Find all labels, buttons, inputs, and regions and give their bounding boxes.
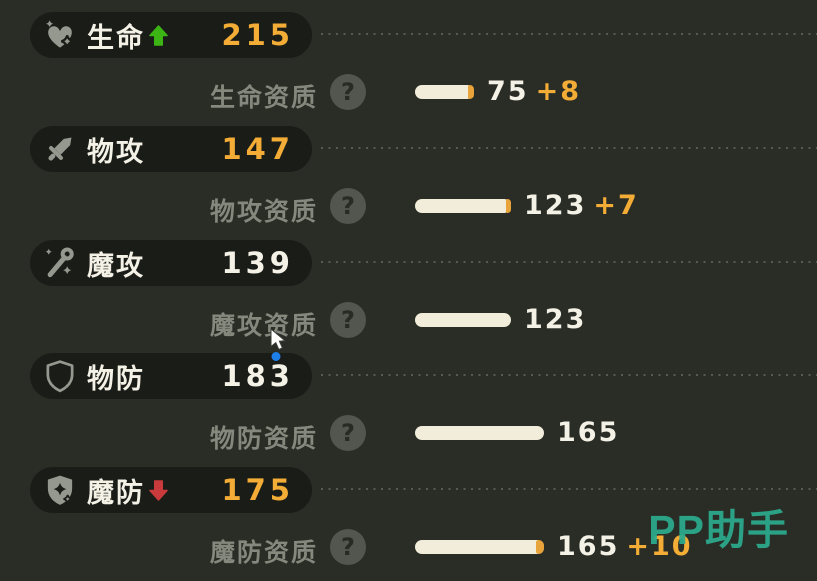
sword-icon bbox=[42, 131, 78, 167]
aptitude-label: 魔防资质 bbox=[209, 539, 318, 567]
dotted-separator bbox=[321, 261, 817, 263]
aptitude-row: 生命资质 ? 75 +8 bbox=[0, 74, 817, 112]
aptitude-bar-bonus-tip bbox=[468, 85, 474, 99]
help-icon[interactable]: ? bbox=[330, 529, 366, 565]
stat-group-2: 物攻 147 物攻资质 ? 123 +7 bbox=[0, 126, 817, 240]
aptitude-label: 魔攻资质 bbox=[209, 312, 318, 340]
aptitude-bonus-number: +10 bbox=[626, 531, 693, 562]
stat-value: 183 bbox=[221, 359, 294, 393]
stat-label: 物防 bbox=[87, 363, 145, 394]
aptitude-bar-bonus-tip bbox=[536, 540, 544, 554]
stat-value: 215 bbox=[221, 18, 294, 52]
aptitude-row: 物攻资质 ? 123 +7 bbox=[0, 188, 817, 226]
aptitude-label: 物攻资质 bbox=[209, 198, 318, 226]
aptitude-value-number: 165 bbox=[557, 531, 620, 562]
mouse-cursor bbox=[266, 327, 290, 362]
dotted-separator bbox=[321, 147, 817, 149]
aptitude-value: 165 bbox=[557, 415, 626, 451]
stat-label: 物攻 bbox=[87, 136, 145, 167]
aptitude-value-number: 123 bbox=[524, 190, 587, 221]
stat-group-1: 生命 215 生命资质 ? 75 +8 bbox=[0, 12, 817, 126]
aptitude-row: 魔防资质 ? 165 +10 bbox=[0, 529, 817, 567]
dotted-separator bbox=[321, 33, 817, 35]
stat-group-4: 物防 183 物防资质 ? 165 bbox=[0, 353, 817, 467]
stat-group-3: 魔攻 139 魔攻资质 ? 123 bbox=[0, 240, 817, 354]
aptitude-label: 生命资质 bbox=[209, 84, 318, 112]
heart-sparkle-icon bbox=[42, 17, 78, 53]
help-icon[interactable]: ? bbox=[330, 302, 366, 338]
dotted-separator bbox=[321, 488, 817, 490]
stat-pill: 生命 215 bbox=[30, 12, 312, 58]
stat-value: 175 bbox=[221, 473, 294, 507]
help-icon[interactable]: ? bbox=[330, 74, 366, 110]
shield-outline-icon bbox=[42, 358, 78, 394]
aptitude-bonus-number: +8 bbox=[535, 76, 581, 107]
stat-group-5: 魔防 175 魔防资质 ? 165 +10 bbox=[0, 467, 817, 581]
stat-label: 魔防 bbox=[87, 477, 145, 508]
aptitude-label: 物防资质 bbox=[209, 425, 318, 453]
aptitude-value-number: 165 bbox=[557, 417, 620, 448]
stat-label: 生命 bbox=[87, 22, 145, 53]
cursor-arrow-icon bbox=[270, 327, 287, 351]
magic-wand-icon bbox=[42, 245, 78, 281]
help-icon[interactable]: ? bbox=[330, 415, 366, 451]
aptitude-bar bbox=[415, 313, 511, 327]
aptitude-bar bbox=[415, 199, 511, 213]
stat-pill: 物攻 147 bbox=[30, 126, 312, 172]
up-arrow-icon bbox=[149, 24, 168, 46]
shield-sparkle-icon bbox=[42, 472, 78, 508]
stat-pill: 魔攻 139 bbox=[30, 240, 312, 286]
stat-pill: 物防 183 bbox=[30, 353, 312, 399]
dotted-separator bbox=[321, 374, 817, 376]
aptitude-value: 75 +8 bbox=[487, 74, 581, 110]
aptitude-bar-bonus-tip bbox=[506, 199, 511, 213]
down-arrow-icon bbox=[149, 479, 168, 501]
aptitude-row: 物防资质 ? 165 bbox=[0, 415, 817, 453]
stat-pill: 魔防 175 bbox=[30, 467, 312, 513]
stat-value: 139 bbox=[221, 246, 294, 280]
aptitude-value-number: 123 bbox=[524, 304, 587, 335]
stat-label: 魔攻 bbox=[87, 250, 145, 281]
cursor-dot bbox=[271, 352, 281, 361]
aptitude-bar bbox=[415, 426, 544, 440]
aptitude-bar bbox=[415, 85, 474, 99]
help-icon[interactable]: ? bbox=[330, 188, 366, 224]
aptitude-bar bbox=[415, 540, 544, 554]
aptitude-value: 165 +10 bbox=[557, 529, 693, 565]
aptitude-value: 123 +7 bbox=[524, 188, 639, 224]
aptitude-value-number: 75 bbox=[487, 76, 529, 107]
aptitude-bonus-number: +7 bbox=[593, 190, 639, 221]
stat-value: 147 bbox=[221, 132, 294, 166]
aptitude-row: 魔攻资质 ? 123 bbox=[0, 302, 817, 340]
watermark-pp-zhushou: PP助手 bbox=[648, 507, 789, 553]
aptitude-value: 123 bbox=[524, 302, 593, 338]
